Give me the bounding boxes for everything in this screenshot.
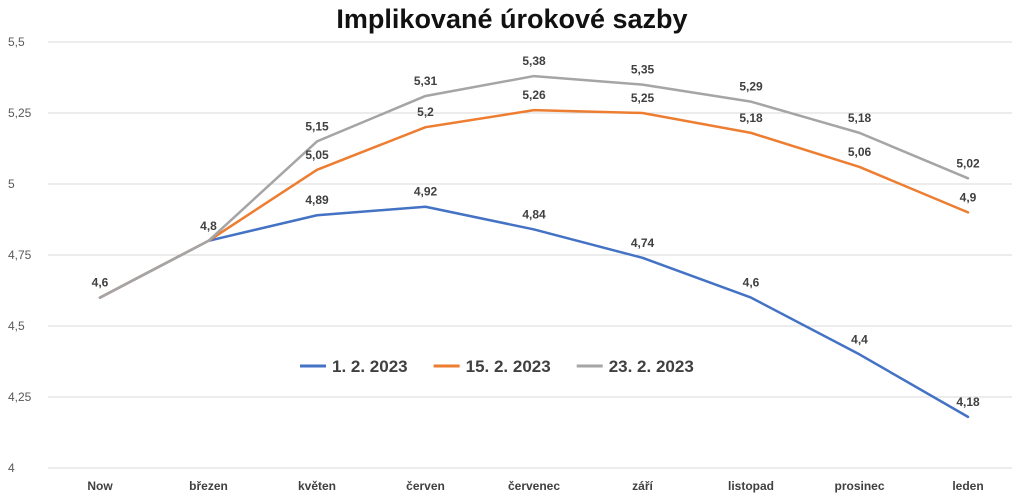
y-tick-label: 4,75 <box>8 248 32 262</box>
y-tick-label: 5,25 <box>8 106 32 120</box>
data-label: 5,05 <box>305 148 329 162</box>
data-label: 4,6 <box>92 276 109 290</box>
series-line-1 <box>98 205 970 419</box>
series-line-3 <box>98 74 970 299</box>
data-label: 5,06 <box>848 145 872 159</box>
data-label: 4,18 <box>956 395 980 409</box>
x-tick-label: prosinec <box>834 479 884 493</box>
data-label: 5,25 <box>631 91 655 105</box>
chart-title: Implikované úrokové sazby <box>336 4 688 34</box>
x-tick-label: červen <box>406 479 445 493</box>
data-label: 5,15 <box>305 119 329 133</box>
data-label: 5,38 <box>522 54 546 68</box>
data-label: 5,31 <box>414 74 438 88</box>
data-label: 5,02 <box>956 156 980 170</box>
y-tick-label: 5 <box>8 177 15 191</box>
x-tick-label: březen <box>189 479 228 493</box>
data-label: 4,9 <box>960 190 977 204</box>
y-tick-label: 4 <box>8 461 15 475</box>
data-label: 5,18 <box>739 111 763 125</box>
y-tick-label: 5,5 <box>8 35 25 49</box>
y-tick-label: 4,5 <box>8 319 25 333</box>
data-label: 5,18 <box>848 111 872 125</box>
x-tick-label: květen <box>298 479 336 493</box>
data-label: 4,89 <box>305 193 329 207</box>
data-label: 5,29 <box>739 80 763 94</box>
x-tick-label: leden <box>952 479 983 493</box>
data-label: 5,26 <box>522 88 546 102</box>
x-tick-label: Now <box>87 479 113 493</box>
x-tick-label: červenec <box>508 479 560 493</box>
series-line-2 <box>98 108 970 299</box>
x-tick-label: listopad <box>728 479 774 493</box>
data-label: 4,92 <box>414 185 438 199</box>
data-label: 5,2 <box>417 105 434 119</box>
data-label: 5,35 <box>631 63 655 77</box>
data-label: 4,4 <box>851 332 868 346</box>
data-label: 4,84 <box>522 207 546 221</box>
data-label: 4,74 <box>631 236 655 250</box>
legend-label: 23. 2. 2023 <box>609 357 694 376</box>
y-tick-label: 4,25 <box>8 390 32 404</box>
x-tick-label: září <box>632 479 653 493</box>
legend-label: 15. 2. 2023 <box>466 357 551 376</box>
legend-label: 1. 2. 2023 <box>332 357 408 376</box>
data-label: 4,6 <box>743 276 760 290</box>
data-label: 4,8 <box>200 219 217 233</box>
